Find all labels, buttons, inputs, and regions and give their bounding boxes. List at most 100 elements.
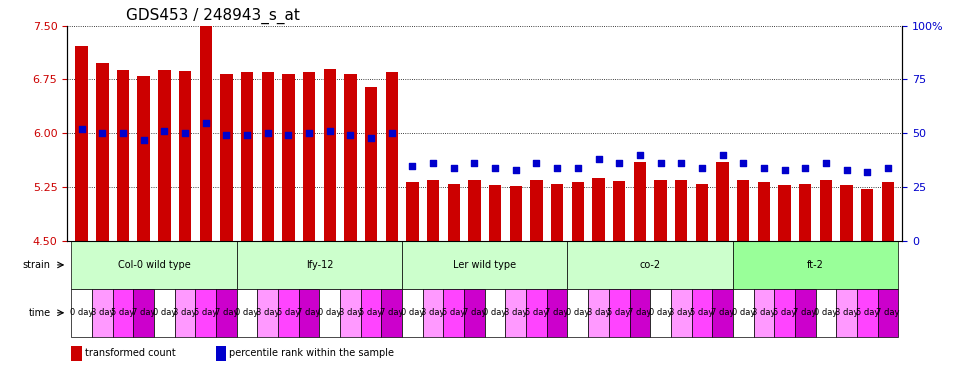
Bar [220, 74, 232, 241]
Point [425, 161, 441, 167]
Text: 3 day: 3 day [90, 308, 114, 317]
FancyBboxPatch shape [485, 289, 506, 337]
FancyBboxPatch shape [754, 289, 774, 337]
Point [756, 165, 772, 171]
Text: GDS453 / 248943_s_at: GDS453 / 248943_s_at [126, 8, 300, 24]
Text: 5 day: 5 day [359, 308, 383, 317]
Bar [427, 180, 440, 241]
Point [136, 137, 152, 143]
FancyBboxPatch shape [650, 289, 671, 337]
Point [446, 165, 462, 171]
Bar [200, 26, 212, 241]
Point [260, 130, 276, 136]
Point [156, 128, 172, 134]
Bar [386, 72, 398, 241]
FancyBboxPatch shape [671, 289, 691, 337]
Bar [302, 72, 315, 241]
Text: 7 day: 7 day [628, 308, 652, 317]
Text: transformed count: transformed count [84, 348, 176, 358]
Bar [447, 184, 460, 241]
Bar [861, 189, 874, 241]
FancyBboxPatch shape [299, 289, 320, 337]
FancyBboxPatch shape [464, 289, 485, 337]
Text: 0 day: 0 day [235, 308, 259, 317]
Point [674, 161, 689, 167]
Bar [406, 182, 419, 241]
FancyBboxPatch shape [381, 289, 402, 337]
Text: 0 day: 0 day [484, 308, 507, 317]
Bar [737, 180, 750, 241]
FancyBboxPatch shape [340, 289, 361, 337]
Text: percentile rank within the sample: percentile rank within the sample [229, 348, 395, 358]
FancyBboxPatch shape [609, 289, 630, 337]
Bar [468, 180, 481, 241]
Point [818, 161, 833, 167]
Point [280, 132, 296, 138]
Text: 7 day: 7 day [298, 308, 321, 317]
FancyBboxPatch shape [278, 289, 299, 337]
Text: 0 day: 0 day [732, 308, 755, 317]
FancyBboxPatch shape [71, 289, 92, 337]
Bar [345, 74, 356, 241]
Bar [840, 185, 852, 241]
FancyBboxPatch shape [216, 289, 237, 337]
FancyBboxPatch shape [816, 289, 836, 337]
Point [405, 163, 420, 169]
FancyBboxPatch shape [71, 241, 237, 289]
Bar [675, 180, 687, 241]
Bar [696, 184, 708, 241]
Text: 3 day: 3 day [421, 308, 444, 317]
Point [219, 132, 234, 138]
FancyBboxPatch shape [422, 289, 444, 337]
Point [488, 165, 503, 171]
Text: 3 day: 3 day [256, 308, 279, 317]
Bar [216, 346, 227, 361]
FancyBboxPatch shape [732, 241, 899, 289]
Bar [241, 72, 253, 241]
Point [508, 167, 523, 173]
FancyBboxPatch shape [630, 289, 650, 337]
Text: 3 day: 3 day [587, 308, 611, 317]
FancyBboxPatch shape [444, 289, 464, 337]
Bar [282, 74, 295, 241]
Text: 0 day: 0 day [814, 308, 837, 317]
Text: 0 day: 0 day [400, 308, 424, 317]
Bar [324, 69, 336, 241]
FancyBboxPatch shape [257, 289, 278, 337]
FancyBboxPatch shape [175, 289, 196, 337]
Point [777, 167, 792, 173]
FancyBboxPatch shape [567, 241, 732, 289]
Point [590, 156, 606, 162]
FancyBboxPatch shape [526, 289, 547, 337]
Bar [365, 87, 377, 241]
Bar [179, 71, 191, 241]
Bar [613, 181, 625, 241]
Point [95, 130, 110, 136]
Point [467, 161, 482, 167]
FancyBboxPatch shape [92, 289, 112, 337]
Point [570, 165, 586, 171]
Text: 7 day: 7 day [380, 308, 403, 317]
Text: 0 day: 0 day [153, 308, 176, 317]
Bar [757, 182, 770, 241]
FancyBboxPatch shape [237, 289, 257, 337]
FancyBboxPatch shape [154, 289, 175, 337]
Point [115, 130, 131, 136]
Text: 5 day: 5 day [276, 308, 300, 317]
Text: 3 day: 3 day [339, 308, 362, 317]
Text: 7 day: 7 day [710, 308, 734, 317]
FancyBboxPatch shape [506, 289, 526, 337]
Point [633, 152, 648, 158]
Text: Col-0 wild type: Col-0 wild type [118, 260, 190, 270]
Point [74, 126, 89, 132]
Text: strain: strain [23, 260, 51, 270]
Point [798, 165, 813, 171]
FancyBboxPatch shape [877, 289, 899, 337]
Point [239, 132, 254, 138]
Bar [716, 162, 729, 241]
Text: 5 day: 5 day [855, 308, 879, 317]
FancyBboxPatch shape [857, 289, 877, 337]
Point [178, 130, 193, 136]
FancyBboxPatch shape [732, 289, 754, 337]
Point [653, 161, 668, 167]
